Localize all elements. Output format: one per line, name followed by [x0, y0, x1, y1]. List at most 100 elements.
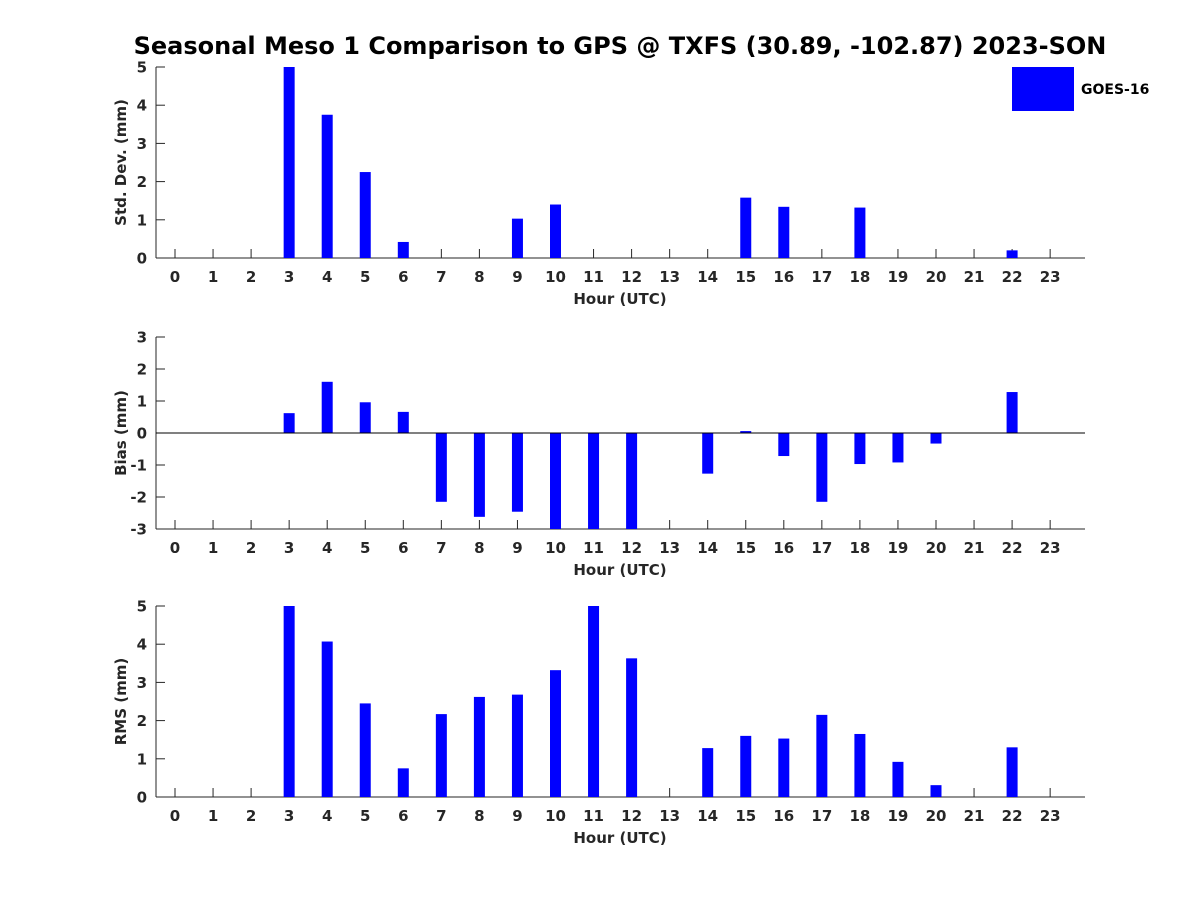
- panel2-bar: [778, 433, 790, 457]
- panel1-x-tick-label: 19: [888, 268, 909, 286]
- panel2-x-axis-label: Hour (UTC): [573, 561, 666, 579]
- panel1-bar: [740, 197, 752, 258]
- panel2-x-tick-label: 16: [773, 539, 794, 557]
- panel2-bar: [930, 433, 942, 444]
- panel3-bar: [740, 735, 752, 797]
- panel3-bar: [1006, 747, 1018, 797]
- panel2-bar: [283, 413, 295, 433]
- panel3-bar: [321, 641, 333, 797]
- panel1-x-tick-label: 15: [735, 268, 756, 286]
- panel1-x-tick-label: 0: [170, 268, 180, 286]
- panel2-y-tick-label: -2: [130, 489, 147, 507]
- panel1-x-tick-label: 14: [697, 268, 718, 286]
- panel2-bar: [626, 433, 638, 529]
- panel1-bar: [397, 241, 409, 258]
- panel1-x-tick-label: 5: [360, 268, 370, 286]
- panel3-x-tick-label: 2: [246, 807, 256, 825]
- panel2-x-tick-label: 3: [284, 539, 294, 557]
- panel1-x-tick-label: 17: [811, 268, 832, 286]
- panel1-bar: [321, 114, 333, 258]
- panel3-x-axis-label: Hour (UTC): [573, 829, 666, 847]
- panel1-x-tick-label: 20: [926, 268, 947, 286]
- panel2-bar: [511, 433, 523, 512]
- panel2-bar: [1006, 392, 1018, 433]
- panel2-x-tick-label: 19: [888, 539, 909, 557]
- panel1-x-tick-label: 18: [849, 268, 870, 286]
- panel1-x-tick-label: 21: [964, 268, 985, 286]
- panel3-y-tick-label: 2: [137, 712, 147, 730]
- panel3-x-tick-label: 22: [1002, 807, 1023, 825]
- panel2-bar: [740, 431, 752, 433]
- panel3-bar: [473, 696, 485, 797]
- panel2-bar: [550, 433, 561, 529]
- panel3-bar: [435, 714, 447, 797]
- panel2-x-tick-label: 4: [322, 539, 332, 557]
- panel3-bar: [854, 733, 866, 797]
- panel1-x-tick-label: 4: [322, 268, 332, 286]
- panel2-x-tick-label: 11: [583, 539, 604, 557]
- panel3-x-tick-label: 16: [773, 807, 794, 825]
- panel2-x-tick-label: 22: [1002, 539, 1023, 557]
- panel1-x-tick-label: 1: [208, 268, 218, 286]
- panel2-y-tick-label: -3: [130, 521, 147, 539]
- panel1-x-tick-label: 8: [474, 268, 484, 286]
- panel2-x-tick-label: 9: [512, 539, 522, 557]
- panel1-y-tick-label: 1: [137, 211, 147, 229]
- panel3-bar: [397, 768, 409, 797]
- panel2-y-tick-label: 2: [137, 361, 147, 379]
- panel3-y-tick-label: 4: [137, 636, 147, 654]
- panel2-bar: [892, 433, 904, 463]
- panel2-bar: [397, 411, 409, 433]
- panel1-x-tick-label: 23: [1040, 268, 1061, 286]
- panel2-x-tick-label: 18: [849, 539, 870, 557]
- panel3-x-tick-label: 13: [659, 807, 680, 825]
- panel3-x-tick-label: 15: [735, 807, 756, 825]
- panel2-x-tick-label: 6: [398, 539, 408, 557]
- panel2-bar: [359, 402, 371, 433]
- panel1-y-tick-label: 4: [137, 97, 147, 115]
- panel1-x-tick-label: 12: [621, 268, 642, 286]
- panel3-x-tick-label: 17: [811, 807, 832, 825]
- panel3-x-tick-label: 12: [621, 807, 642, 825]
- panel3-x-tick-label: 7: [436, 807, 446, 825]
- panel1-y-axis-label: Std. Dev. (mm): [112, 99, 130, 226]
- panel3-y-tick-label: 3: [137, 674, 147, 692]
- legend-swatch: [1012, 67, 1074, 111]
- panel2-x-tick-label: 1: [208, 539, 218, 557]
- panel2-y-tick-label: 1: [137, 393, 147, 411]
- panel1-x-tick-label: 13: [659, 268, 680, 286]
- panel2-x-tick-label: 5: [360, 539, 370, 557]
- panel3-y-axis-label: RMS (mm): [112, 658, 130, 745]
- panel1-bar: [778, 206, 790, 258]
- panel1-bar: [1006, 250, 1018, 258]
- panel3-x-tick-label: 6: [398, 807, 408, 825]
- panel2-x-tick-label: 8: [474, 539, 484, 557]
- panel2-x-tick-label: 15: [735, 539, 756, 557]
- panel3-bar: [930, 785, 942, 797]
- panel2-bar: [588, 433, 600, 529]
- panel2-x-tick-label: 2: [246, 539, 256, 557]
- panel2-x-tick-label: 12: [621, 539, 642, 557]
- legend: GOES-16: [1012, 67, 1149, 111]
- panel2-x-tick-label: 13: [659, 539, 680, 557]
- panel1-y-tick-label: 3: [137, 135, 147, 153]
- panel2-bar: [702, 433, 714, 474]
- panel2-y-tick-label: 0: [137, 425, 147, 443]
- panel2-x-tick-label: 10: [545, 539, 566, 557]
- panel1-x-tick-label: 3: [284, 268, 294, 286]
- panel3-x-tick-label: 20: [926, 807, 947, 825]
- panel3-bar: [359, 703, 371, 797]
- panel3-x-tick-label: 18: [849, 807, 870, 825]
- panel2-y-axis-label: Bias (mm): [112, 390, 130, 476]
- panel3-bar: [550, 670, 561, 797]
- panel2-y-tick-label: -1: [130, 457, 147, 475]
- panel3-x-tick-label: 9: [512, 807, 522, 825]
- panel2-x-tick-label: 20: [926, 539, 947, 557]
- panel3-y-tick-label: 1: [137, 750, 147, 768]
- panel1-x-tick-label: 22: [1002, 268, 1023, 286]
- panel1-x-tick-label: 9: [512, 268, 522, 286]
- panel1-bar: [283, 67, 295, 258]
- panel3-x-tick-label: 1: [208, 807, 218, 825]
